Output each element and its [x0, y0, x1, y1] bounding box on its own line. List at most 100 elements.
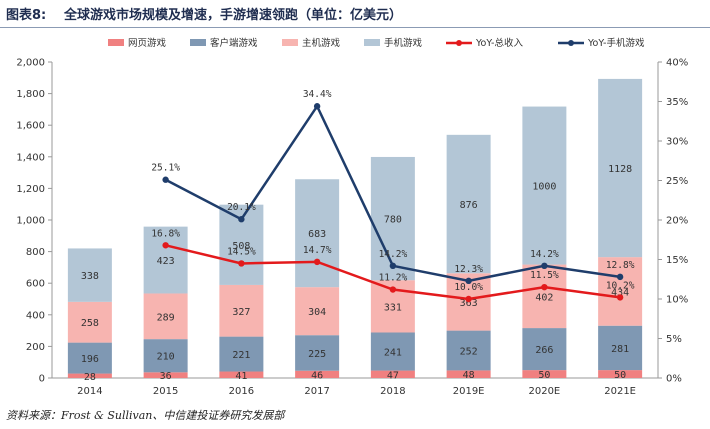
line-value-label: 16.8% — [151, 228, 180, 239]
y-right-tick-label: 5% — [666, 334, 682, 345]
series-point — [162, 242, 169, 249]
y-left-tick-label: 2,000 — [16, 58, 45, 69]
bar-value-label: 281 — [611, 344, 629, 355]
lines: 16.8% 14.5% 14.7% 11.2% 10.0% 11.5% 10.2% 25.1%… — [151, 89, 635, 303]
bar-value-label: 434 — [611, 287, 629, 298]
series-point — [465, 295, 472, 303]
bar-value-label: 363 — [460, 298, 478, 309]
bar-segment — [143, 372, 188, 378]
legend-label: 主机游戏 — [302, 37, 341, 49]
bar-segment — [219, 284, 264, 337]
x-tick-label: 2021E — [604, 386, 636, 397]
y-left-tick-label: 1,400 — [16, 152, 45, 163]
bar-segment — [67, 342, 112, 374]
y-left-tick-label: 0 — [39, 374, 45, 385]
bar-value-label: 338 — [81, 271, 99, 282]
line-value-label: 12.8% — [606, 260, 635, 271]
series-point — [465, 277, 472, 285]
bar-segment — [598, 370, 643, 378]
series-point — [162, 176, 169, 183]
line-value-label: 14.7% — [303, 245, 332, 256]
bar-segment — [522, 370, 567, 378]
bar-segment — [143, 226, 188, 294]
series-point — [238, 260, 245, 267]
x-tick-label: 2017 — [304, 386, 329, 397]
bar-value-label: 1128 — [608, 164, 632, 175]
y-left-tick-label: 1,000 — [16, 216, 45, 227]
legend-label: YoY-手机游戏 — [587, 37, 645, 49]
bar-value-label: 780 — [384, 215, 402, 226]
bar-segment — [295, 179, 340, 288]
series-point — [313, 103, 321, 110]
source-note: 资料来源：Frost & Sullivan、中信建投证券研究发展部 — [6, 409, 285, 422]
bar-segment — [446, 134, 491, 274]
bar-value-label: 41 — [235, 371, 247, 382]
bar-value-label: 266 — [535, 345, 553, 356]
series-point — [313, 258, 321, 266]
figure-label: 图表8: — [6, 8, 47, 23]
title-bar: 图表8: 全球游戏市场规模及增速，手游增速领跑（单位：亿美元） — [0, 0, 710, 28]
legend-label: 客户端游戏 — [210, 37, 258, 49]
x-tick-label: 2020E — [528, 386, 560, 397]
bar-segment — [446, 330, 491, 371]
y-right-tick-label: 30% — [666, 137, 688, 148]
legend-marker — [456, 40, 462, 46]
bar-segment — [522, 106, 567, 265]
y-right-tick-label: 10% — [666, 295, 688, 306]
x-tick-label: 2016 — [229, 386, 254, 397]
legend-swatch — [108, 39, 124, 46]
series-point — [238, 216, 245, 223]
bar-value-label: 258 — [81, 318, 99, 329]
bar-value-label: 28 — [84, 372, 96, 383]
bar-value-label: 221 — [232, 350, 250, 361]
series-point — [389, 262, 397, 270]
series-point — [616, 273, 624, 281]
bar-value-label: 46 — [311, 370, 323, 381]
bar-value-label: 196 — [81, 354, 99, 365]
bar-segment — [295, 335, 340, 371]
y-right-tick-label: 15% — [666, 255, 688, 266]
series-point — [541, 262, 548, 270]
y-left-tick-label: 1,800 — [16, 89, 45, 100]
bar-value-label: 423 — [157, 256, 175, 267]
bar-segment — [143, 293, 188, 340]
legend-swatch — [364, 39, 380, 46]
bar-value-label: 252 — [460, 347, 478, 358]
legend-label: YoY-总收入 — [475, 37, 523, 49]
legend-swatch — [282, 39, 298, 46]
bar-value-label: 241 — [384, 348, 402, 359]
axes: 0 200 400 600 800 1,000 1,200 1,400 1,600 1,800 2,… — [16, 58, 688, 398]
bar-segment — [370, 370, 415, 378]
bar-value-label: 50 — [538, 370, 550, 381]
line-value-label: 34.4% — [303, 89, 332, 100]
line-value-label: 14.5% — [227, 246, 256, 257]
bar-value-label: 876 — [460, 200, 478, 211]
line-value-label: 10.2% — [606, 280, 635, 291]
y-right-tick-label: 40% — [666, 58, 688, 69]
line-value-label: 25.1% — [151, 163, 180, 174]
y-right-tick-label: 0% — [666, 374, 682, 385]
bar-segment — [295, 287, 340, 336]
bar-segment — [67, 301, 112, 343]
legend: 网页游戏 客户端游戏 主机游戏 手机游戏 YoY-总收入 YoY-手机游戏 — [108, 37, 645, 49]
y-left-tick-label: 800 — [26, 247, 45, 258]
bar-value-label: 1000 — [532, 182, 556, 193]
series-point — [389, 286, 397, 293]
bar-segment — [446, 370, 491, 378]
legend-label: 手机游戏 — [384, 37, 423, 49]
bar-value-label: 289 — [157, 312, 175, 323]
bar-segment — [143, 339, 188, 373]
bar-segment — [598, 325, 643, 371]
y-left-tick-label: 200 — [26, 342, 45, 353]
bar-value-label: 225 — [308, 349, 326, 360]
bar-value-label: 47 — [387, 370, 399, 381]
x-tick-label: 2018 — [380, 386, 405, 397]
y-right-tick-label: 25% — [666, 176, 688, 187]
bar-segment — [219, 336, 264, 372]
line-value-label: 12.3% — [454, 264, 483, 275]
y-left-tick-label: 400 — [26, 310, 45, 321]
bar-segment — [370, 332, 415, 371]
x-tick-label: 2015 — [153, 386, 178, 397]
bar-value-label: 331 — [384, 302, 402, 313]
x-tick-label: 2019E — [453, 386, 485, 397]
